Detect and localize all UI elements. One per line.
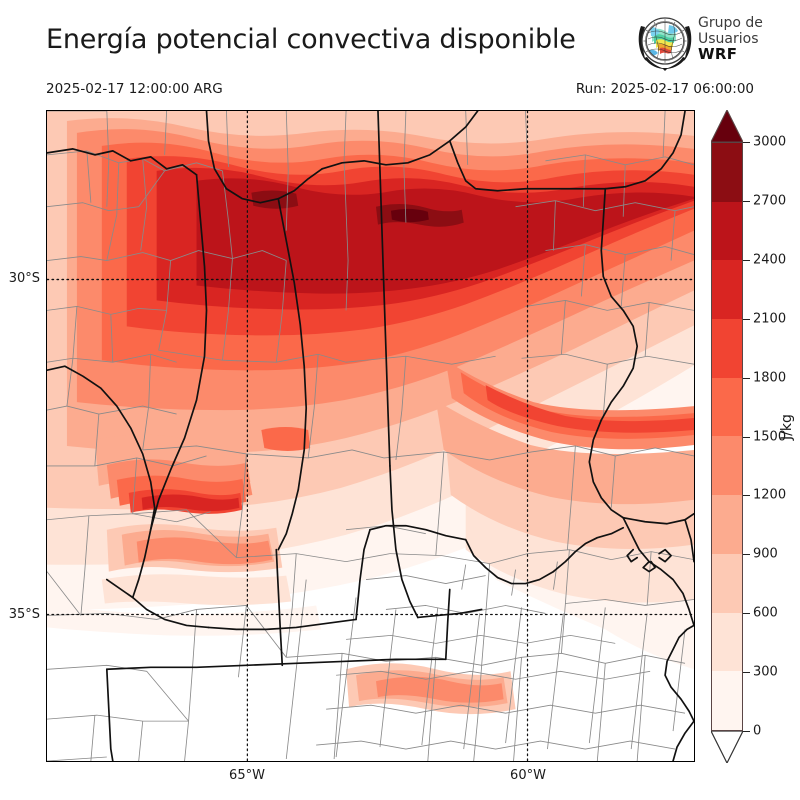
colorbar-tick-mark: [743, 731, 750, 732]
lon-tick-label-60w: 60°W: [510, 768, 546, 783]
logo: Grupo de Usuarios WRF: [636, 14, 796, 76]
colorbar-tick-mark: [743, 377, 750, 379]
colorbar-tick-label: 3000: [753, 134, 787, 150]
colorbar-tick-label: 1200: [753, 487, 787, 503]
colorbar-band: [712, 143, 742, 202]
lat-tick-label-35s: 35°S: [8, 607, 40, 622]
colorbar-bands: [711, 142, 743, 731]
colorbar-over-cap: [711, 110, 743, 142]
cape-fill-layer: [47, 111, 694, 715]
colorbar-band: [712, 612, 742, 672]
page-title: Energía potencial convectiva disponible: [46, 24, 576, 55]
map-svg: [47, 111, 694, 761]
logo-line-3: WRF: [698, 45, 738, 63]
colorbar-band: [712, 319, 742, 378]
colorbar-under-cap: [711, 731, 743, 763]
logo-text: Grupo de Usuarios WRF: [698, 15, 794, 63]
colorbar-band: [712, 260, 742, 320]
colorbar-band: [712, 671, 742, 730]
map-canvas[interactable]: [46, 110, 695, 762]
department-boundaries: [47, 111, 694, 761]
colorbar-tick-label: 1800: [753, 370, 787, 386]
lon-tick-label-65w: 65°W: [229, 768, 265, 783]
colorbar-band: [712, 553, 742, 613]
colorbar-unit-label: J/kg: [779, 414, 795, 440]
province-borders: [47, 111, 694, 761]
colorbar-tick-label: 900: [753, 546, 778, 562]
colorbar-tick-label: 1500: [753, 429, 787, 444]
colorbar-tick-label: 600: [753, 605, 778, 621]
colorbar-tick-label: 2700: [753, 193, 787, 209]
colorbar-tick-mark: [743, 613, 750, 615]
colorbar-band: [712, 377, 742, 437]
colorbar-tick-mark: [743, 495, 750, 497]
colorbar-tick-label: 300: [753, 664, 778, 680]
logo-line-1: Grupo de: [698, 15, 763, 31]
colorbar-tick-mark: [743, 259, 750, 261]
colorbar-tick-mark: [743, 142, 750, 143]
colorbar-tick-mark: [743, 672, 750, 674]
colorbar-band: [712, 436, 742, 496]
colorbar-tick-mark: [743, 554, 750, 556]
colorbar-tick-mark: [743, 200, 750, 202]
colorbar-tick-label: 2400: [753, 252, 787, 268]
colorbar-tick-label: 0: [753, 723, 762, 739]
logo-line-2: Usuarios: [698, 30, 759, 47]
valid-time-label: 2025-02-17 12:00:00 ARG: [46, 81, 223, 97]
colorbar-band: [712, 495, 742, 554]
run-time-label: Run: 2025-02-17 06:00:00: [575, 81, 754, 97]
wrf-user-group-seal-icon: [636, 14, 694, 72]
colorbar-tick-mark: [743, 436, 750, 438]
colorbar-band: [712, 201, 742, 261]
colorbar-tick-label: 2100: [753, 311, 787, 327]
colorbar[interactable]: 0 300 600 900 1200 1500 1800 2100 2400 2700 3000 J…: [705, 110, 800, 770]
colorbar-tick-mark: [743, 318, 750, 320]
lat-tick-label-30s: 30°S: [8, 271, 40, 286]
